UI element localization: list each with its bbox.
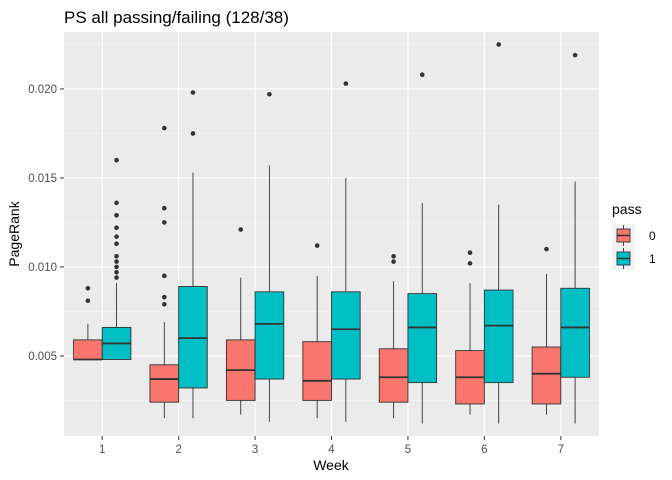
outlier-point: [114, 264, 119, 270]
outlier-point: [162, 205, 167, 211]
box: [560, 287, 590, 378]
outlier-point: [267, 91, 272, 97]
box-group: [73, 285, 103, 361]
x-axis-ticks: 1 2 3 4 5 6 7: [99, 436, 564, 456]
outlier-point: [114, 275, 119, 280]
outlier-point: [343, 81, 349, 86]
x-tick-label: 3: [252, 444, 258, 456]
x-tick-label: 2: [175, 444, 181, 456]
outlier-point: [190, 131, 196, 136]
box: [149, 364, 180, 403]
outlier-point: [114, 241, 119, 247]
outlier-point: [238, 227, 244, 232]
outlier-point: [114, 200, 119, 206]
box-group: [407, 72, 438, 424]
outlier-point: [496, 42, 501, 47]
box-group: [560, 52, 590, 424]
outlier-point: [114, 259, 119, 264]
box-group: [455, 250, 485, 415]
x-tick-label: 5: [405, 444, 411, 456]
outlier-point: [162, 294, 167, 300]
outlier-point: [467, 250, 473, 255]
outlier-point: [162, 125, 167, 131]
outlier-point: [114, 253, 119, 259]
box: [483, 289, 514, 384]
box: [254, 291, 285, 380]
box-layer: [73, 42, 590, 424]
outlier-point: [572, 52, 578, 58]
y-tick-label: 0.015: [28, 173, 57, 185]
box: [378, 348, 409, 403]
x-tick-label: 6: [481, 444, 487, 456]
outlier-point: [162, 220, 167, 225]
outlier-point: [114, 234, 119, 239]
y-tick-label: 0.010: [28, 262, 57, 274]
x-tick-label: 4: [328, 444, 335, 456]
box-group: [531, 246, 562, 415]
box-group: [483, 42, 514, 424]
legend-label: 0: [649, 229, 656, 243]
chart-title: PS all passing/failing (128/38): [64, 8, 289, 27]
legend-items: 01: [612, 224, 656, 270]
box-group: [101, 157, 132, 360]
y-tick-label: 0.020: [28, 84, 57, 96]
outlier-point: [391, 253, 396, 259]
box: [73, 339, 103, 360]
box-group: [302, 243, 332, 419]
legend-label: 1: [649, 252, 656, 266]
outlier-point: [114, 269, 119, 275]
y-axis-ticks: 0.005 0.010 0.015 0.020: [28, 84, 64, 363]
legend-title: pass: [612, 201, 642, 217]
outlier-point: [419, 72, 425, 78]
outlier-point: [391, 259, 396, 264]
box-group: [178, 90, 208, 419]
outlier-point: [114, 225, 119, 231]
outlier-point: [314, 243, 320, 248]
outlier-point: [162, 273, 167, 279]
x-axis-title: Week: [313, 457, 350, 473]
y-tick-label: 0.005: [28, 351, 57, 363]
outlier-point: [190, 90, 196, 95]
outlier-point: [114, 157, 119, 163]
outlier-point: [85, 298, 91, 304]
y-axis-title: PageRank: [6, 200, 22, 266]
outlier-point: [162, 301, 167, 307]
box: [407, 293, 438, 384]
outlier-point: [544, 246, 549, 252]
box-group: [254, 91, 285, 422]
outlier-point: [467, 261, 473, 266]
box: [302, 341, 332, 401]
outlier-point: [114, 213, 119, 218]
x-tick-label: 7: [558, 444, 564, 456]
box-group: [225, 227, 256, 415]
legend: pass 01: [612, 201, 656, 270]
box-group: [149, 125, 180, 419]
box: [331, 291, 361, 380]
outlier-point: [85, 285, 91, 291]
x-tick-label: 1: [99, 444, 105, 456]
box: [531, 346, 562, 405]
box-group: [331, 81, 361, 422]
